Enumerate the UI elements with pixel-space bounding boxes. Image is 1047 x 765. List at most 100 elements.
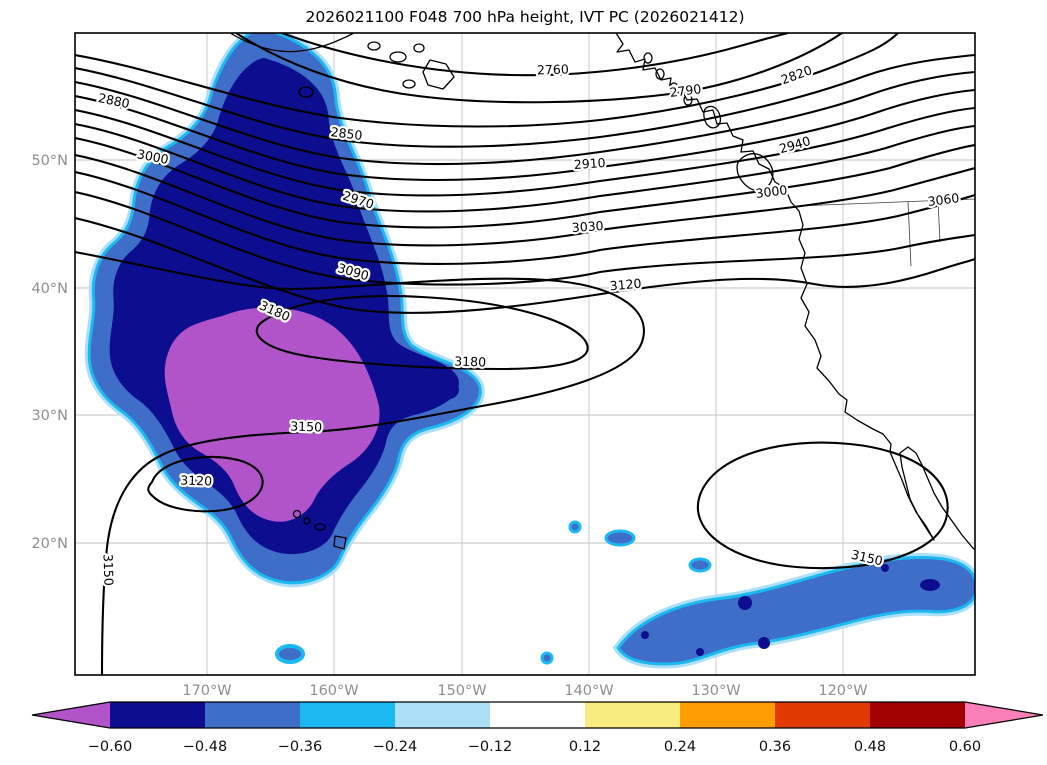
contour-label: 2910 <box>573 155 606 172</box>
height-contours <box>75 33 975 675</box>
contour-label: 2850 <box>330 124 363 143</box>
contour-label: 2820 <box>779 62 814 87</box>
coast-alaska-peninsula <box>229 33 355 53</box>
colorbar-tick-label: 0.24 <box>664 739 696 755</box>
colorbar-tick-label: 0.36 <box>759 739 791 755</box>
height-contour-2850 <box>75 53 975 148</box>
colorbar-segment <box>490 702 585 728</box>
lon-tick-label: 140°W <box>564 683 613 699</box>
contour-label: 3120 <box>609 276 642 294</box>
lon-tick-label: 130°W <box>691 683 740 699</box>
colorbar-tick-label: 0.12 <box>569 739 601 755</box>
contour-label: 3000 <box>755 182 788 201</box>
ivt-band-navy-specks <box>641 564 940 656</box>
ivt-blob-speck <box>540 651 554 665</box>
colorbar-tick-label: 0.60 <box>949 739 981 755</box>
colorbar-tick-labels: −0.60 −0.48 −0.36 −0.24 −0.12 0.12 0.24 … <box>88 739 981 755</box>
lon-tick-label: 120°W <box>818 683 867 699</box>
ivt-fill-main-purple <box>164 307 380 522</box>
island-molokai-maui <box>314 523 326 531</box>
ivt-blob-speck <box>568 520 582 534</box>
colorbar-segment <box>870 702 965 728</box>
coast-west-north-america <box>615 33 975 551</box>
ivt-blob-speck <box>275 644 305 664</box>
colorbar-segment <box>395 702 490 728</box>
x-axis-labels: 170°W 160°W 150°W 140°W 130°W 120°W <box>182 683 867 699</box>
contour-label: 2790 <box>669 81 702 100</box>
height-contour-3180-closed <box>255 294 589 371</box>
contour-label: 2880 <box>97 90 131 111</box>
island <box>389 51 407 63</box>
height-contour-2790 <box>234 33 844 104</box>
map-plot-frame <box>74 32 976 676</box>
contour-label: 3150 <box>100 554 116 586</box>
height-contour-3090 <box>75 190 975 286</box>
lon-tick-label: 160°W <box>309 683 358 699</box>
y-axis-labels: 50°N 40°N 30°N 20°N <box>31 153 68 552</box>
contour-label: 3120 <box>180 472 212 488</box>
colorbar-tick-label: −0.60 <box>88 739 132 755</box>
colorbar-segment <box>205 702 300 728</box>
height-contour-2940 <box>75 106 975 197</box>
height-contour-2880 <box>75 70 975 166</box>
island <box>683 94 693 106</box>
lat-tick-label: 50°N <box>31 153 68 169</box>
island-hawaii-big-island <box>333 535 347 550</box>
navy-speck <box>758 637 770 649</box>
contour-label: 3030 <box>571 218 604 235</box>
lat-tick-label: 20°N <box>31 536 68 552</box>
coast-haida-gwaii <box>703 105 722 129</box>
colorbar-tick-label: −0.24 <box>373 739 417 755</box>
lon-tick-label: 170°W <box>182 683 231 699</box>
contour-label: 3060 <box>927 190 960 209</box>
island <box>402 79 416 89</box>
height-contour-2820 <box>75 33 900 128</box>
navy-speck <box>881 564 889 572</box>
island <box>655 68 665 80</box>
ivt-navy-speck <box>431 380 459 400</box>
height-contour-2910 <box>75 88 975 182</box>
colorbar: −0.60 −0.48 −0.36 −0.24 −0.12 0.12 0.24 … <box>31 701 1044 755</box>
island <box>298 86 314 98</box>
colorbar-outline <box>31 701 1044 729</box>
coast-hawaii <box>292 509 347 550</box>
border-state <box>937 200 941 243</box>
ivt-small-blobs <box>275 520 712 665</box>
island-kauai <box>292 509 302 519</box>
height-contour-3120-closed-low <box>147 455 264 513</box>
height-contour-2970 <box>75 122 975 213</box>
colorbar-over-arrow <box>965 702 1043 728</box>
lat-tick-label: 30°N <box>31 408 68 424</box>
height-contour-3150-southeast-closed <box>697 441 949 570</box>
lat-tick-label: 40°N <box>31 281 68 297</box>
coastlines <box>229 33 975 551</box>
navy-speck <box>696 648 704 656</box>
border-us-canada <box>796 198 975 207</box>
colorbar-under-arrow <box>32 702 110 728</box>
island <box>413 43 425 53</box>
island-oahu <box>303 517 311 525</box>
navy-speck <box>920 579 940 591</box>
lon-tick-label: 150°W <box>437 683 486 699</box>
island <box>367 41 381 51</box>
colorbar-segment <box>585 702 680 728</box>
height-contour-3060 <box>75 170 975 265</box>
contour-label: 2760 <box>537 61 569 77</box>
height-contour-3120 <box>75 216 975 314</box>
navy-speck <box>641 631 649 639</box>
colorbar-tick-label: 0.48 <box>854 739 886 755</box>
ivt-blob-speck <box>604 529 636 547</box>
ivt-blob-speck <box>688 557 712 573</box>
height-contour-2760 <box>280 33 790 77</box>
colorbar-tick-label: −0.12 <box>468 739 512 755</box>
colorbar-segment <box>110 702 205 728</box>
colorbar-tick-label: −0.36 <box>278 739 322 755</box>
coast-small-islands <box>298 41 693 106</box>
border-state <box>907 201 912 267</box>
coast-kodiak-island <box>422 59 455 90</box>
height-contour-3150 <box>75 250 645 675</box>
height-contour-3000 <box>75 136 975 229</box>
contour-label: 3180 <box>454 353 486 369</box>
colorbar-segment <box>680 702 775 728</box>
